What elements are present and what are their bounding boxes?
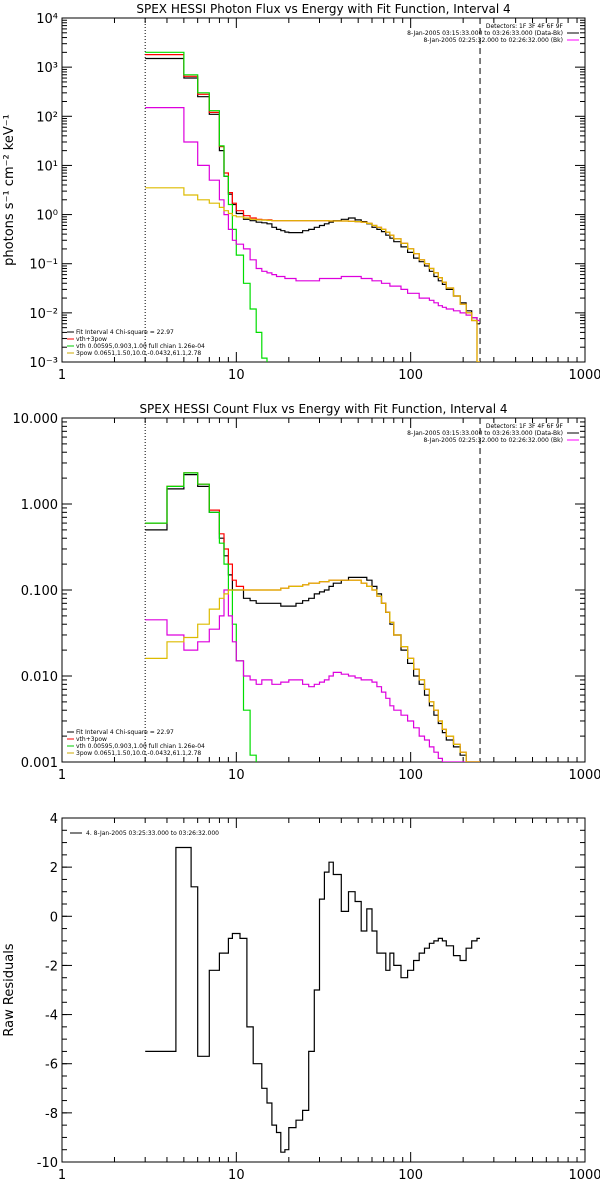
series-line-5 [145,579,480,762]
legend-entry: vth 0.00595,0.903,1.00 full chian 1.26e-… [76,743,205,750]
series-line-1 [145,57,480,325]
y-axis-label: Raw Residuals [2,943,17,1036]
x-tick-label: 1 [58,368,66,383]
x-tick-label: 1 [58,1168,66,1183]
y-tick-label: -8 [45,1107,58,1122]
legend-entry: Fit Interval 4 Chi-square = 22.97 [76,729,174,736]
chart-title: SPEX HESSI Count Flux vs Energy with Fit… [139,402,507,416]
legend-entry: 3pow 0.0651,1.50,10.0,-0.0432,61.1,2.78 [76,350,201,357]
y-tick-label: 10² [36,110,58,125]
legend-entry: 8-Jan-2005 02:25:32.000 to 02:26:32.000 … [423,437,563,444]
legend-entry: Detectors: 1F 3F 4F 6F 9F [486,23,564,30]
x-tick-label: 100 [398,368,423,383]
x-tick-label: 10 [228,1168,245,1183]
y-tick-label: 0 [50,910,58,925]
legend-entry: vth 0.00595,0.903,1.00 full chian 1.26e-… [76,343,205,350]
legend-entry: 8-Jan-2005 03:15:33.000 to 03:26:33.000 … [407,430,563,437]
x-tick-label: 10 [228,768,245,783]
y-tick-label: 10⁻¹ [29,258,58,273]
y-tick-label: -4 [45,1009,58,1024]
y-tick-label: 10⁴ [36,12,58,27]
series-line-1 [145,474,480,762]
series-line-3 [145,51,268,362]
chart-title: SPEX HESSI Photon Flux vs Energy with Fi… [136,2,510,16]
x-tick-label: 100 [398,768,423,783]
y-tick-label: 10⁻³ [29,356,58,371]
y-tick-label: 10⁰ [36,209,58,224]
series-group [145,846,480,1153]
legend-entry: vth+3pow [76,336,107,343]
y-tick-label: 10¹ [36,159,58,174]
series-line-1 [145,846,480,1153]
series-group [145,51,480,362]
series-line-3 [145,472,257,762]
x-tick-label: 10 [228,368,245,383]
plot-frame [61,17,586,363]
y-tick-label: 0.001 [21,756,58,771]
plot-frame [61,417,586,763]
series-line-4 [145,107,480,322]
y-tick-label: -2 [45,959,58,974]
plot-frame [61,817,586,1163]
series-line-5 [145,187,480,362]
y-tick-label: 1.000 [21,498,58,513]
legend-entry: 3pow 0.0651,1.50,10.0,-0.0432,61.1,2.78 [76,750,201,757]
legend-entry: Detectors: 1F 3F 4F 6F 9F [486,423,564,430]
legend-entry: 8-Jan-2005 02:25:32.000 to 02:26:32.000 … [423,37,563,44]
y-tick-label: 0.100 [21,584,58,599]
series-line-4 [145,589,480,762]
series-group [145,472,480,762]
y-tick-label: 10³ [36,61,58,76]
x-tick-label: 1000 [568,368,600,383]
y-tick-label: 10⁻² [29,307,58,322]
y-tick-label: 10.000 [13,412,59,427]
y-tick-label: -6 [45,1058,58,1073]
y-tick-label: 4 [50,812,58,827]
chart-panel-2: SPEX HESSI Count Flux vs Energy with Fit… [13,402,600,783]
x-tick-label: 100 [398,1168,423,1183]
chart-panel-1: SPEX HESSI Photon Flux vs Energy with Fi… [2,2,600,383]
y-tick-label: 2 [50,861,58,876]
series-line-2 [145,54,480,362]
x-tick-label: 1000 [568,768,600,783]
y-tick-label: -10 [37,1156,58,1171]
series-line-2 [145,472,480,762]
legend-entry: Fit Interval 4 Chi-square = 22.97 [76,329,174,336]
chart-panel-3: 1 10 100 1000 -10 -8 -6 -4 -2 0 2 4 Raw Residuals 4. … [2,812,600,1183]
x-tick-label: 1 [58,768,66,783]
y-tick-label: 0.010 [21,670,58,685]
legend-entry: vth+3pow [76,736,107,743]
x-tick-label: 1000 [568,1168,600,1183]
legend-entry: 8-Jan-2005 03:15:33.000 to 03:26:33.000 … [407,30,563,37]
legend-entry: 4. 8-Jan-2005 03:25:33.000 to 03:26:32.0… [86,830,219,837]
y-axis-label: photons s⁻¹ cm⁻² keV⁻¹ [2,114,17,266]
